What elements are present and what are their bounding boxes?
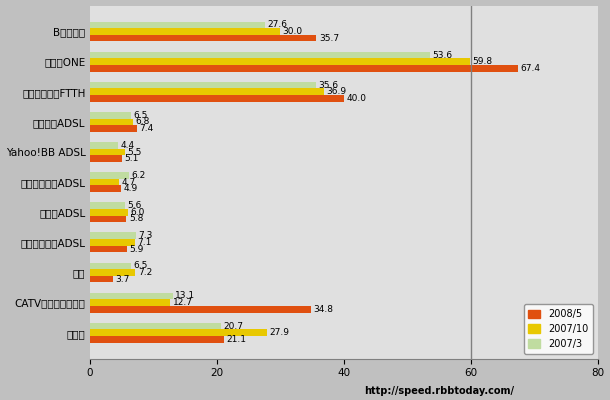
Text: 59.8: 59.8 [472,57,492,66]
Bar [90,186,121,192]
Bar [90,262,131,269]
Text: 6.8: 6.8 [135,118,149,126]
Bar [90,172,129,179]
Text: http://speed.rbbtoday.com/: http://speed.rbbtoday.com/ [364,386,514,396]
Bar [90,82,316,88]
Bar [90,118,133,125]
Bar [90,28,280,35]
Bar [90,88,324,95]
Text: 7.2: 7.2 [138,268,152,277]
Bar [90,142,118,149]
Text: 27.6: 27.6 [268,20,287,30]
Text: 6.5: 6.5 [134,261,148,270]
Bar [90,216,126,222]
Legend: 2008/5, 2007/10, 2007/3: 2008/5, 2007/10, 2007/3 [523,304,593,354]
Bar [90,125,137,132]
Bar [90,95,344,102]
Text: 35.7: 35.7 [319,34,339,43]
Text: 5.5: 5.5 [127,148,142,156]
Text: 7.1: 7.1 [137,238,152,247]
Text: 4.7: 4.7 [122,178,136,187]
Bar [90,299,170,306]
Bar [90,246,127,252]
Text: 7.4: 7.4 [139,124,153,133]
Text: 5.9: 5.9 [129,244,144,254]
Bar [90,52,430,58]
Bar [90,239,135,246]
Bar [90,35,317,42]
Text: 53.6: 53.6 [432,50,453,60]
Text: 6.0: 6.0 [131,208,145,217]
Text: 36.9: 36.9 [326,87,346,96]
Text: 40.0: 40.0 [346,94,366,103]
Text: 21.1: 21.1 [226,335,246,344]
Text: 35.6: 35.6 [318,81,339,90]
Bar [90,149,124,155]
Bar [90,58,470,65]
Text: 6.5: 6.5 [134,111,148,120]
Text: 6.2: 6.2 [132,171,146,180]
Bar [90,293,173,299]
Text: 13.1: 13.1 [175,292,195,300]
Bar [90,232,136,239]
Bar [90,112,131,118]
Text: 3.7: 3.7 [116,275,130,284]
Bar [90,155,122,162]
Text: 34.8: 34.8 [314,305,333,314]
Text: 20.7: 20.7 [224,322,243,331]
Text: 5.6: 5.6 [127,201,142,210]
Text: 4.4: 4.4 [120,141,134,150]
Bar [90,65,518,72]
Text: 5.1: 5.1 [124,154,139,163]
Bar [90,330,267,336]
Text: 12.7: 12.7 [173,298,193,307]
Text: 5.8: 5.8 [129,214,143,223]
Text: 7.3: 7.3 [138,231,153,240]
Bar [90,269,135,276]
Bar [90,22,265,28]
Bar [90,276,113,282]
Text: 30.0: 30.0 [283,27,303,36]
Text: 67.4: 67.4 [520,64,540,73]
Text: 4.9: 4.9 [123,184,137,193]
Bar [90,336,224,343]
Bar [90,179,120,186]
Bar [90,209,127,216]
Bar [90,323,221,330]
Bar [90,306,310,312]
Bar [90,202,125,209]
Text: 27.9: 27.9 [270,328,289,337]
